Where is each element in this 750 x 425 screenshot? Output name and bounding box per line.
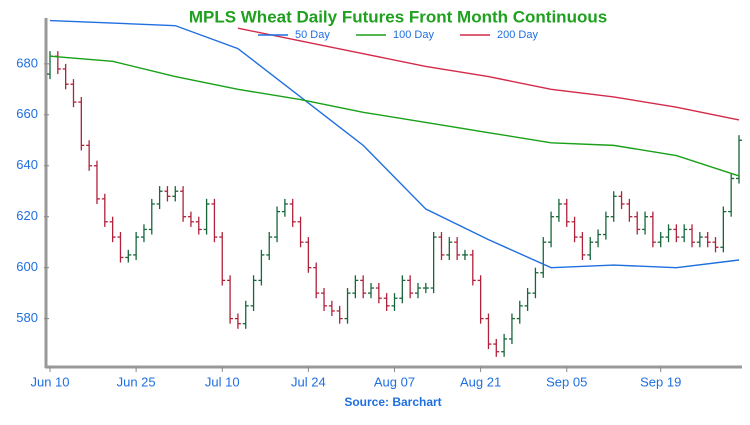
ma-line (49, 19, 740, 269)
x-tick-label: Sep 05 (546, 374, 587, 389)
y-tick-label: 620 (16, 208, 38, 223)
x-tick-label: Jul 24 (291, 374, 326, 389)
x-tick-label: Aug 21 (460, 374, 501, 389)
x-tick-label: Jun 10 (30, 374, 69, 389)
y-tick-label: 680 (16, 55, 38, 70)
y-tick-label: 600 (16, 259, 38, 274)
ma-line (237, 27, 740, 121)
x-tick-label: Jun 25 (117, 374, 156, 389)
y-tick-label: 640 (16, 157, 38, 172)
y-tick-label: 660 (16, 106, 38, 121)
x-tick-label: Aug 07 (374, 374, 415, 389)
y-tick-label: 580 (16, 310, 38, 325)
chart-title: MPLS Wheat Daily Futures Front Month Con… (189, 7, 607, 26)
x-tick-label: Sep 19 (640, 374, 681, 389)
ma-line (49, 55, 740, 177)
legend-label: 100 Day (393, 29, 434, 41)
legend-label: 50 Day (295, 29, 330, 41)
plot-area (47, 19, 742, 357)
source: Source: Barchart (344, 395, 441, 409)
legend-label: 200 Day (497, 29, 538, 41)
x-tick-label: Jul 10 (205, 374, 240, 389)
